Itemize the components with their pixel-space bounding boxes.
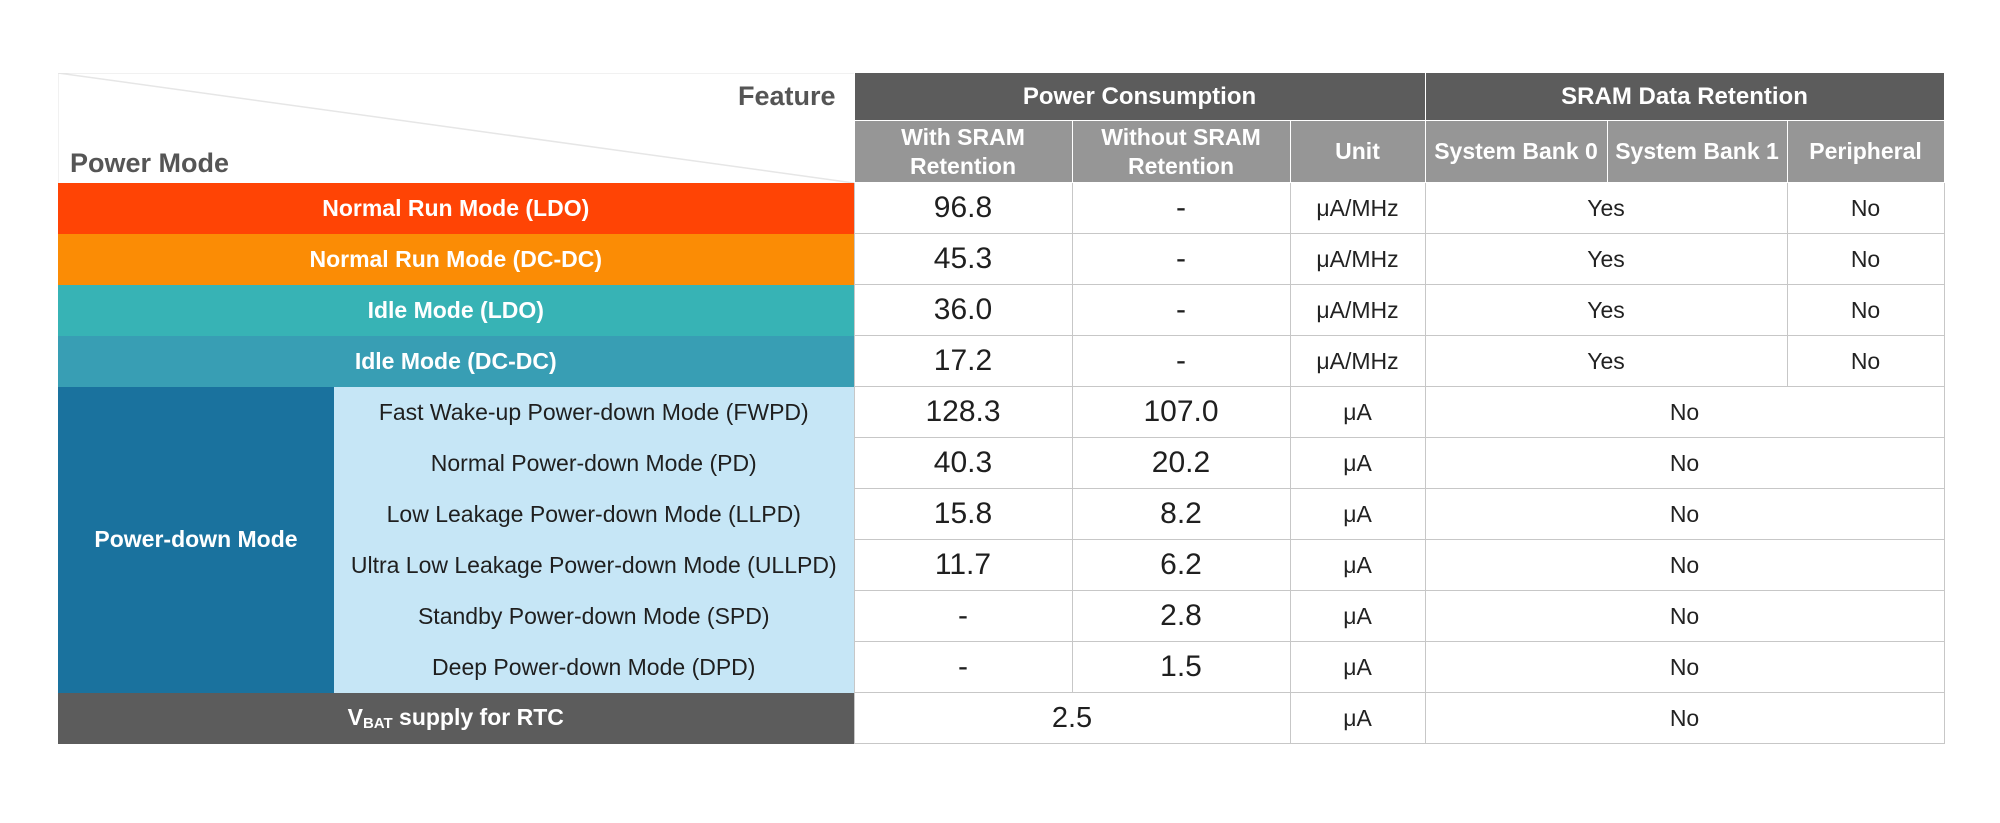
powerdown-submode: Ultra Low Leakage Power-down Mode (ULLPD… — [334, 539, 854, 591]
sram-retention-value: No — [1424, 488, 1945, 540]
table-row: Ultra Low Leakage Power-down Mode (ULLPD… — [58, 539, 1945, 591]
unit-value: μA — [1289, 692, 1426, 744]
unit-header: Unit — [1289, 120, 1426, 183]
vbat-mode: VBAT supply for RTC — [58, 692, 854, 744]
without-sram-value: - — [1071, 182, 1291, 234]
table-row: Low Leakage Power-down Mode (LLPD) 15.8 8.… — [58, 488, 1945, 540]
powerdown-submode: Fast Wake-up Power-down Mode (FWPD) — [334, 386, 854, 438]
unit-value: μA/MHz — [1289, 284, 1426, 336]
table-row: Idle Mode (DC-DC) 17.2- μA/MHz Yes No — [58, 335, 1945, 387]
sram-retention-value: No — [1424, 437, 1945, 489]
unit-value: μA — [1289, 539, 1426, 591]
without-sram-header: Without SRAM Retention — [1071, 120, 1291, 183]
without-sram-value: - — [1071, 335, 1291, 387]
table-row: Normal Run Mode (DC-DC) 45.3- μA/MHz Yes No — [58, 233, 1945, 285]
unit-value: μA — [1289, 590, 1426, 642]
system-banks-retention: Yes — [1424, 284, 1788, 336]
with-sram-value: 45.3 — [853, 233, 1073, 285]
without-sram-value: - — [1071, 233, 1291, 285]
sram-retention-value: No — [1424, 590, 1945, 642]
with-sram-value: 36.0 — [853, 284, 1073, 336]
mode-name: Normal Run Mode (DC-DC) — [58, 233, 854, 285]
sram-retention-value: No — [1424, 641, 1945, 693]
table-row: VBAT supply for RTC 2.5 μA No — [58, 692, 1945, 744]
unit-value: μA — [1289, 641, 1426, 693]
powerdown-submode: Standby Power-down Mode (SPD) — [334, 590, 854, 642]
unit-value: μA/MHz — [1289, 335, 1426, 387]
with-sram-value: - — [853, 590, 1073, 642]
without-sram-value: 2.8 — [1071, 590, 1291, 642]
with-sram-value: 40.3 — [853, 437, 1073, 489]
peripheral-retention: No — [1786, 335, 1945, 387]
mode-name: Idle Mode (LDO) — [58, 284, 854, 336]
power-mode-table: Feature Power Mode Power Consumption SRA… — [58, 72, 1945, 744]
with-sram-value: 11.7 — [853, 539, 1073, 591]
mode-name: Idle Mode (DC-DC) — [58, 335, 854, 387]
peripheral-retention: No — [1786, 182, 1945, 234]
mode-name: Normal Run Mode (LDO) — [58, 182, 854, 234]
system-banks-retention: Yes — [1424, 335, 1788, 387]
bank1-header: System Bank 1 — [1606, 120, 1788, 183]
table-row: Standby Power-down Mode (SPD) -2.8 μA No — [58, 590, 1945, 642]
peripheral-retention: No — [1786, 284, 1945, 336]
unit-value: μA — [1289, 437, 1426, 489]
corner-diagonal — [58, 72, 854, 183]
with-sram-value: 17.2 — [853, 335, 1073, 387]
vbat-value: 2.5 — [853, 692, 1291, 744]
vbat-v: V — [347, 704, 363, 730]
table-row: Idle Mode (LDO) 36.0- μA/MHz Yes No — [58, 284, 1945, 336]
with-sram-value: 128.3 — [853, 386, 1073, 438]
without-sram-value: 20.2 — [1071, 437, 1291, 489]
with-sram-header: With SRAM Retention — [853, 120, 1073, 183]
table-row: Power-down Mode Fast Wake-up Power-down M… — [58, 386, 1945, 693]
powerdown-group-label: Power-down Mode — [58, 386, 334, 693]
power-mode-label: Power Mode — [70, 147, 230, 178]
vbat-rest: supply for RTC — [392, 704, 564, 730]
sram-retention-value: No — [1424, 692, 1945, 744]
vbat-subscript: BAT — [362, 715, 393, 732]
powerdown-submode: Deep Power-down Mode (DPD) — [334, 641, 854, 693]
sram-retention-value: No — [1424, 539, 1945, 591]
sram-retention-value: No — [1424, 386, 1945, 438]
without-sram-value: - — [1071, 284, 1291, 336]
with-sram-value: 15.8 — [853, 488, 1073, 540]
system-banks-retention: Yes — [1424, 182, 1788, 234]
powerdown-submode: Normal Power-down Mode (PD) — [334, 437, 854, 489]
unit-value: μA — [1289, 386, 1426, 438]
peripheral-retention: No — [1786, 233, 1945, 285]
unit-value: μA/MHz — [1289, 182, 1426, 234]
table-row: Normal Power-down Mode (PD) 40.3 20.2 μA No — [58, 437, 1945, 489]
sram-retention-header: SRAM Data Retention — [1424, 72, 1945, 121]
table-row: Normal Run Mode (LDO) 96.8- μA/MHz Yes No — [58, 182, 1945, 234]
system-banks-retention: Yes — [1424, 233, 1788, 285]
with-sram-value: 96.8 — [853, 182, 1073, 234]
feature-label: Feature — [737, 80, 836, 111]
corner-header: Feature Power Mode — [58, 72, 854, 183]
peripheral-header: Peripheral — [1786, 120, 1945, 183]
without-sram-value: 107.0 — [1071, 386, 1291, 438]
powerdown-submode: Low Leakage Power-down Mode (LLPD) — [334, 488, 854, 540]
bank0-header: System Bank 0 — [1424, 120, 1608, 183]
without-sram-value: 6.2 — [1071, 539, 1291, 591]
table-row: Deep Power-down Mode (DPD) -1.5 μA No — [58, 641, 1945, 693]
power-consumption-header: Power Consumption — [853, 72, 1426, 121]
unit-value: μA — [1289, 488, 1426, 540]
without-sram-value: 8.2 — [1071, 488, 1291, 540]
unit-value: μA/MHz — [1289, 233, 1426, 285]
with-sram-value: - — [853, 641, 1073, 693]
without-sram-value: 1.5 — [1071, 641, 1291, 693]
